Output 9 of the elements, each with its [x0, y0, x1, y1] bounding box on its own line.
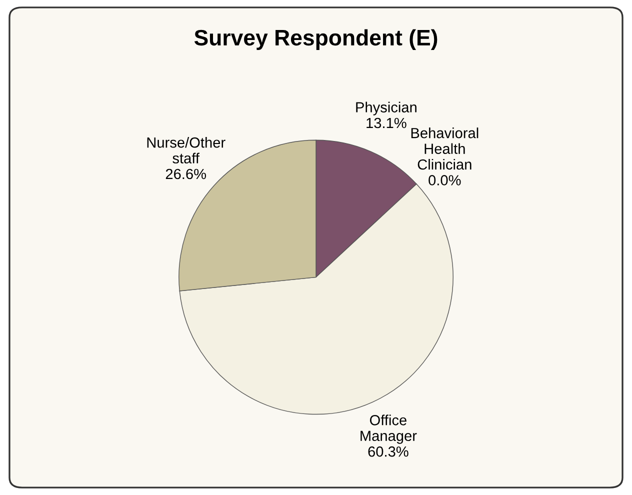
text: 0.0% [428, 175, 461, 186]
slice-label: Office Manager [360, 414, 417, 444]
chart-title: Survey Respondent (E) [194, 29, 438, 50]
category-label: Behavioral Health Clinician [411, 128, 478, 170]
data-label: 13.1% [366, 118, 406, 128]
data-label: 26.6% [166, 168, 206, 180]
slice-label: Nurse/Other staff [147, 137, 226, 164]
data-label: 60.3% [368, 446, 408, 457]
slice-label: Physician [356, 102, 416, 116]
